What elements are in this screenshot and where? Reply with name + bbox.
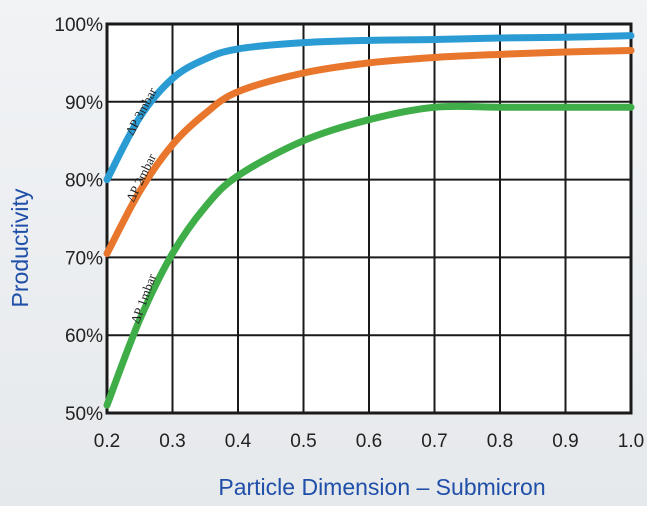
x-tick-labels: 0.2 0.3 0.4 0.5 0.6 0.7 0.8 0.9 1.0: [94, 431, 644, 452]
plot-border: [105, 22, 633, 415]
y-tick-label: 100%: [54, 15, 103, 36]
y-tick-label: 90%: [65, 93, 103, 114]
series-line-0: [103, 32, 635, 184]
x-tick-label: 0.5: [290, 431, 316, 452]
x-tick-label: 0.9: [552, 431, 578, 452]
y-tick-labels: 50% 60% 70% 80% 90% 100%: [54, 15, 103, 425]
y-tick-label: 70%: [65, 248, 103, 269]
x-tick-label: 1.0: [618, 431, 644, 452]
x-tick-label: 0.4: [225, 431, 252, 452]
x-tick-label: 0.2: [94, 431, 120, 452]
x-tick-label: 0.6: [356, 431, 382, 452]
x-tick-label: 0.8: [487, 431, 513, 452]
x-tick-label: 0.7: [421, 431, 447, 452]
series-line-1: [103, 46, 635, 258]
y-tick-label: 60%: [65, 326, 103, 347]
series-group: [103, 32, 635, 409]
x-tick-label: 0.3: [159, 431, 185, 452]
y-axis-title: Productivity: [7, 188, 33, 307]
x-axis-title: Particle Dimension – Submicron: [218, 474, 545, 500]
series-line-2: [103, 102, 635, 409]
y-tick-label: 50%: [65, 404, 103, 425]
y-tick-label: 80%: [65, 171, 103, 192]
